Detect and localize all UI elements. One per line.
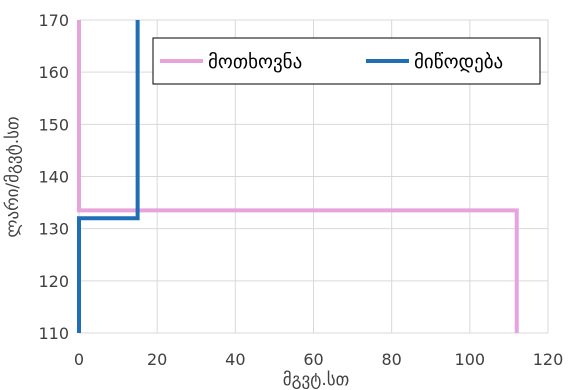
x-tick-label: 40 [225, 350, 245, 369]
x-tick-label: 0 [74, 350, 84, 369]
y-tick-label: 130 [38, 220, 69, 239]
y-tick-label: 120 [38, 272, 69, 291]
legend-label-demand: მოთხოვნა [208, 51, 302, 73]
y-tick-label: 170 [38, 11, 69, 30]
x-tick-label: 20 [147, 350, 167, 369]
x-tick-label: 100 [455, 350, 486, 369]
y-tick-label: 110 [38, 324, 69, 343]
series-lines [77, 20, 519, 333]
legend-box [152, 37, 541, 85]
series-line-supply [77, 20, 140, 333]
x-tick-labels: 0 20 40 60 80 100 120 [74, 350, 563, 369]
series-line-demand [77, 20, 519, 333]
y-tick-labels: 110 120 130 140 150 160 170 [38, 11, 69, 343]
y-tick-label: 160 [38, 63, 69, 82]
y-tick-label: 140 [38, 168, 69, 187]
y-axis-label: ლარი/მგვტ.სთ [3, 116, 23, 237]
x-tick-label: 60 [303, 350, 323, 369]
legend-label-supply: მიწოდება [414, 51, 503, 73]
legend: მოთხოვნა მიწოდება [152, 37, 541, 85]
y-tick-label: 150 [38, 115, 69, 134]
x-tick-label: 120 [533, 350, 564, 369]
x-tick-label: 80 [381, 350, 401, 369]
x-axis-label: მგვტ.სთ [283, 370, 350, 390]
